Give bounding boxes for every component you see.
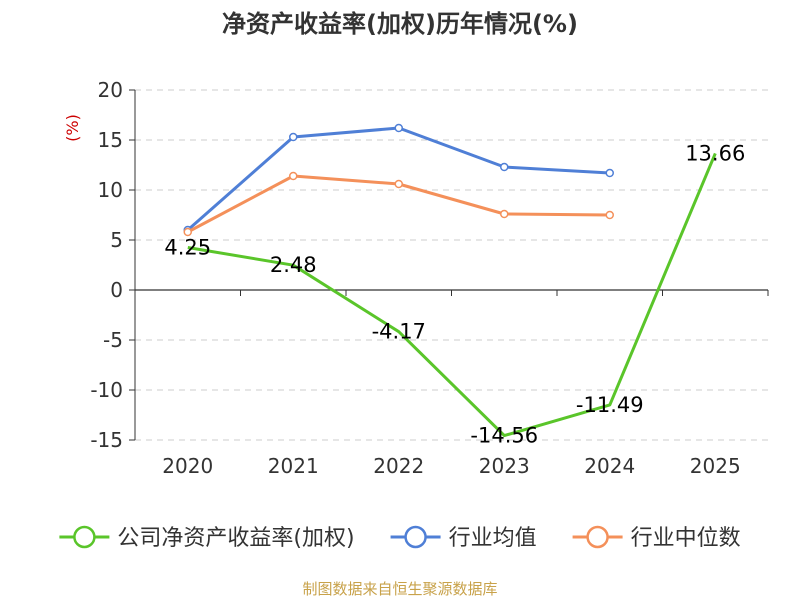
y-tick-label: -5 (103, 328, 123, 352)
series (183, 123, 717, 438)
source-note: 制图数据来自恒生聚源数据库 (302, 580, 497, 598)
legend-label: 行业均值 (449, 526, 537, 551)
data-point (394, 123, 403, 133)
y-tick-label: -15 (90, 428, 123, 452)
data-label: -11.49 (576, 393, 644, 417)
data-label: 4.25 (164, 236, 211, 260)
y-tick-label: 20 (98, 78, 123, 102)
grid-lines (135, 89, 768, 441)
x-tick-label: 2020 (162, 454, 213, 478)
y-tick-label: 10 (98, 178, 123, 202)
y-tick-label: 5 (110, 228, 123, 252)
data-point (605, 210, 614, 220)
x-tick-label: 2024 (584, 454, 635, 478)
axes: 20 15 10 5 0 -5 -10 -15 2020 2021 2022 2023 2024 2025 (90, 78, 769, 478)
legend-label: 行业中位数 (631, 526, 741, 551)
series-line (187, 152, 717, 438)
x-tick-label: 2021 (268, 454, 319, 478)
x-tick-label: 2023 (479, 454, 530, 478)
data-label: 2.48 (270, 253, 317, 277)
x-tick-label: 2025 (690, 454, 741, 478)
data-labels: 4.25 2.48 -4.17 -14.56 -11.49 13.66 (164, 141, 745, 447)
data-point (289, 132, 298, 142)
data-point (183, 227, 192, 237)
data-point (394, 179, 403, 189)
data-point (500, 209, 509, 219)
legend-swatch-marker (73, 525, 96, 549)
y-tick-label: 0 (110, 278, 123, 302)
data-label: -4.17 (372, 320, 426, 344)
data-label: 13.66 (685, 141, 745, 165)
y-tick-label: 15 (98, 128, 123, 152)
legend: 公司净资产收益率(加权) 行业均值 行业中位数 (59, 525, 741, 551)
x-tick-label: 2022 (373, 454, 424, 478)
data-point (289, 171, 298, 181)
legend-swatch-marker (586, 525, 609, 549)
y-tick-label: -10 (90, 378, 123, 402)
chart-title: 净资产收益率(加权)历年情况(%) (222, 10, 578, 38)
data-point (605, 168, 614, 178)
legend-swatch-marker (404, 525, 427, 549)
y-axis-unit-label: (%) (63, 114, 82, 142)
legend-label: 公司净资产收益率(加权) (117, 526, 354, 551)
data-label: -14.56 (470, 424, 538, 448)
data-point (500, 162, 509, 172)
